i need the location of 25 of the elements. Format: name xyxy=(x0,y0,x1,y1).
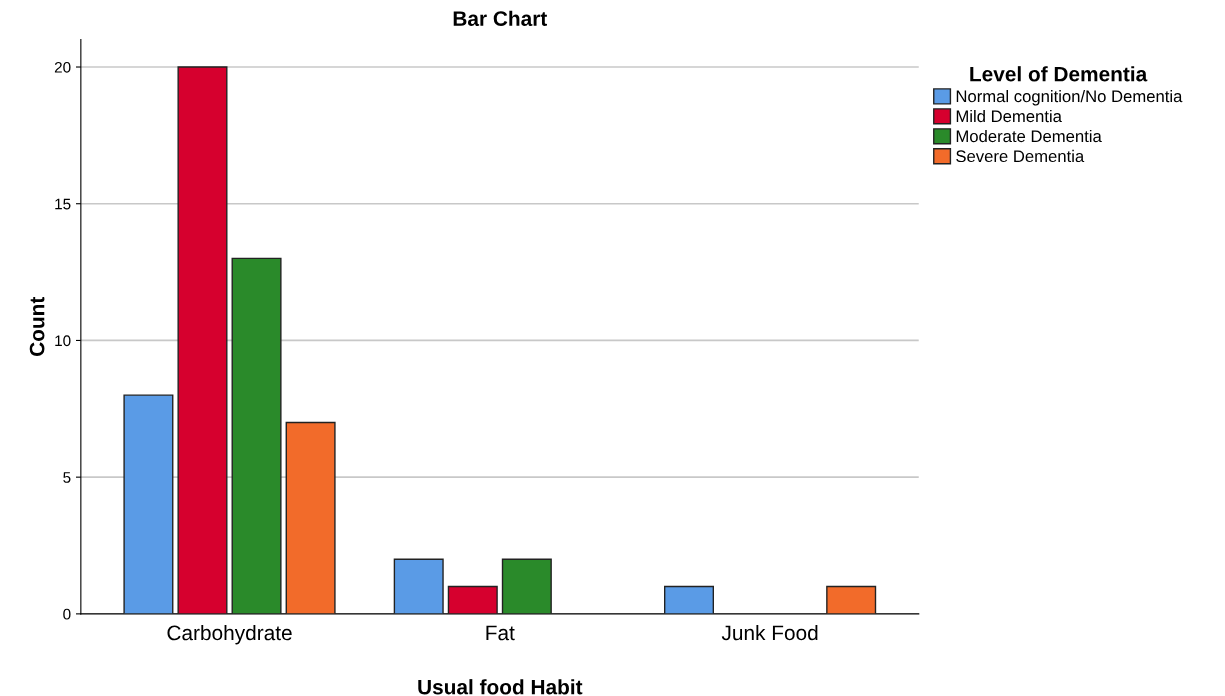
chart-title: Bar Chart xyxy=(453,10,548,26)
legend-title: Level of Dementia xyxy=(970,66,1148,82)
y-tick-label: 5 xyxy=(63,472,71,483)
bar xyxy=(285,421,336,614)
bar xyxy=(123,394,174,614)
legend-label: Normal cognition/No Dementia xyxy=(956,90,1183,106)
y-tick-label: 20 xyxy=(54,61,71,73)
bar xyxy=(393,558,444,614)
legend-label: Severe Dementia xyxy=(956,149,1085,163)
y-axis-title: Count xyxy=(29,296,45,356)
bar xyxy=(826,585,877,614)
y-tick-label: 0 xyxy=(63,608,71,620)
bar xyxy=(177,66,228,614)
legend-label: Mild Dementia xyxy=(956,109,1062,123)
bar xyxy=(501,558,552,614)
bar xyxy=(447,585,498,614)
bar xyxy=(663,585,715,614)
legend-label: Moderate Dementia xyxy=(956,129,1102,143)
x-tick-label: Carbohydrate xyxy=(167,624,292,645)
x-tick-label: Fat xyxy=(486,625,515,641)
y-tick-label: 15 xyxy=(55,198,71,210)
x-tick-label: Junk Food xyxy=(721,624,818,641)
y-tick-label: 10 xyxy=(55,335,71,347)
x-axis-title: Usual food Habit xyxy=(418,679,583,695)
bar xyxy=(231,257,282,614)
